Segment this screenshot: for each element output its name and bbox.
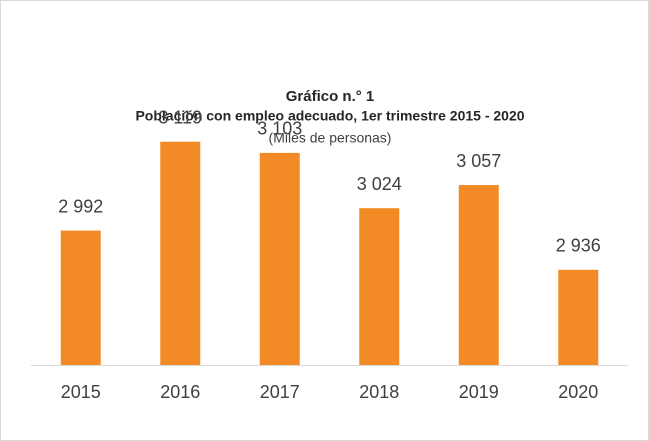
data-label: 3 119 bbox=[158, 107, 202, 127]
x-tick-label: 2016 bbox=[160, 382, 200, 402]
x-tick-label: 2020 bbox=[558, 382, 598, 402]
bar bbox=[160, 141, 201, 365]
data-label: 3 057 bbox=[456, 151, 501, 171]
bar bbox=[60, 230, 101, 365]
bar bbox=[259, 152, 300, 365]
unit-label: (Miles de personas) bbox=[269, 130, 392, 146]
bar bbox=[359, 208, 400, 365]
x-tick-label: 2017 bbox=[260, 382, 300, 402]
data-label: 3 024 bbox=[357, 174, 402, 194]
bar bbox=[558, 269, 599, 365]
x-tick-label: 2018 bbox=[359, 382, 399, 402]
x-tick-label: 2015 bbox=[61, 382, 101, 402]
chart-title: Gráfico n.° 1 bbox=[286, 88, 375, 105]
data-label: 3 103 bbox=[257, 119, 302, 139]
data-label: 2 992 bbox=[58, 196, 103, 216]
x-tick-label: 2019 bbox=[459, 382, 499, 402]
chart-subtitle: Población con empleo adecuado, 1er trime… bbox=[135, 108, 524, 124]
data-label: 2 936 bbox=[556, 236, 601, 256]
bar bbox=[458, 185, 499, 365]
